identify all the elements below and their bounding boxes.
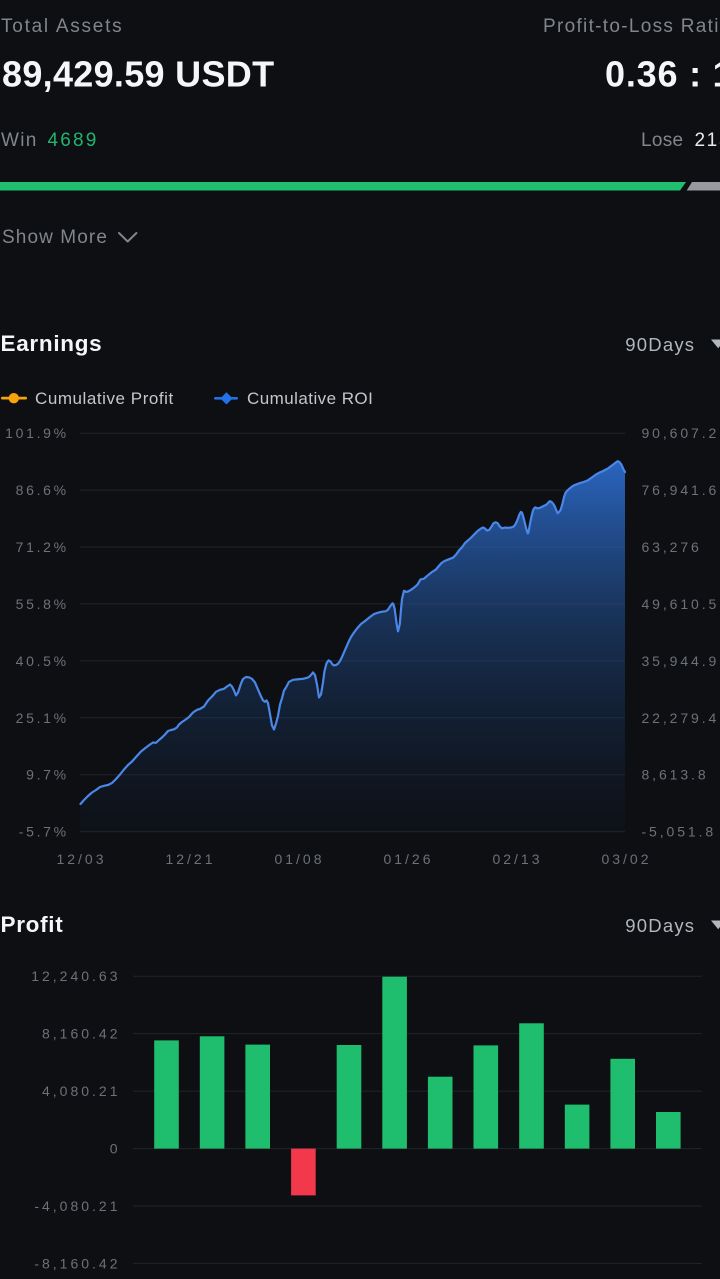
svg-text:90Days: 90Days (625, 334, 695, 355)
svg-text:215: 215 (695, 130, 720, 151)
svg-text:40.5%: 40.5% (16, 653, 69, 669)
svg-text:Show More: Show More (2, 227, 108, 248)
svg-text:101.9%: 101.9% (5, 425, 69, 441)
svg-text:Cumulative Profit: Cumulative Profit (35, 389, 174, 408)
svg-text:22,279.4: 22,279.4 (642, 710, 720, 726)
svg-text:12,240.63: 12,240.63 (31, 968, 120, 984)
svg-text:12/21: 12/21 (165, 851, 215, 867)
svg-text:63,276: 63,276 (642, 539, 702, 555)
svg-text:4689: 4689 (48, 130, 99, 151)
svg-text:76,941.6: 76,941.6 (642, 482, 720, 498)
svg-text:Cumulative ROI: Cumulative ROI (247, 389, 373, 408)
svg-text:Win: Win (1, 130, 38, 151)
svg-text:90,607.2: 90,607.2 (642, 425, 720, 441)
svg-text:25.1%: 25.1% (16, 710, 69, 726)
svg-text:8,613.8: 8,613.8 (642, 767, 709, 783)
svg-text:-5.7%: -5.7% (19, 824, 69, 840)
svg-text:9.7%: 9.7% (26, 767, 69, 783)
svg-text:Profit-to-Loss Ratio: Profit-to-Loss Ratio (543, 16, 720, 37)
svg-text:-5,051.8: -5,051.8 (642, 824, 717, 840)
svg-text:4,080.21: 4,080.21 (42, 1083, 121, 1099)
svg-text:89,429.59 USDT: 89,429.59 USDT (2, 54, 274, 95)
svg-text:90Days: 90Days (625, 915, 695, 936)
svg-text:Lose: Lose (641, 130, 683, 151)
svg-text:02/13: 02/13 (492, 851, 542, 867)
svg-text:12/03: 12/03 (56, 851, 106, 867)
svg-text:01/26: 01/26 (383, 851, 433, 867)
svg-text:35,944.9: 35,944.9 (642, 653, 720, 669)
svg-text:Earnings: Earnings (1, 331, 103, 356)
svg-text:8,160.42: 8,160.42 (42, 1026, 121, 1042)
svg-text:-8,160.42: -8,160.42 (34, 1255, 120, 1271)
svg-text:0.36 : 1: 0.36 : 1 (605, 54, 720, 95)
svg-text:55.8%: 55.8% (16, 596, 69, 612)
svg-text:Total Assets: Total Assets (1, 16, 123, 37)
svg-text:0: 0 (110, 1141, 121, 1157)
svg-text:01/08: 01/08 (274, 851, 324, 867)
svg-text:86.6%: 86.6% (16, 482, 69, 498)
svg-text:71.2%: 71.2% (16, 539, 69, 555)
svg-text:-4,080.21: -4,080.21 (34, 1198, 120, 1214)
svg-text:03/02: 03/02 (601, 851, 651, 867)
svg-text:Profit: Profit (1, 912, 64, 937)
svg-text:49,610.5: 49,610.5 (642, 596, 720, 612)
